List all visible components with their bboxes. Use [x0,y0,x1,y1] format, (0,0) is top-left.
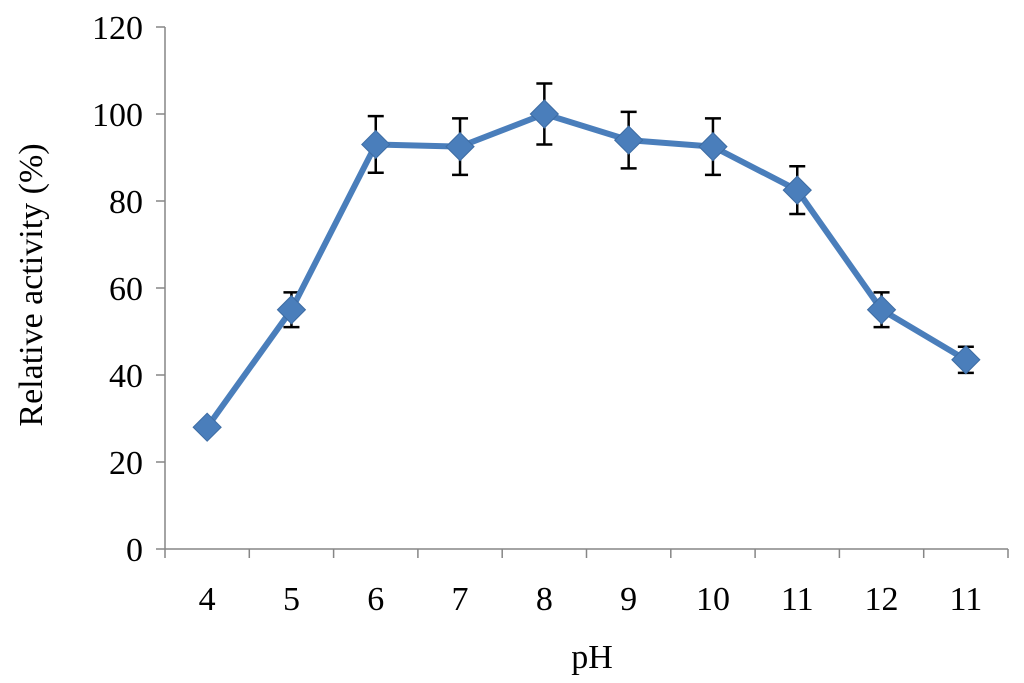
x-axis-title: pH [571,639,613,676]
data-point [866,295,897,325]
x-tick-label: 7 [452,581,469,618]
x-tick-label: 8 [536,581,553,618]
y-tick-label: 100 [92,97,143,134]
y-tick-label: 0 [126,532,143,569]
series-line [204,111,968,429]
series-polyline [204,111,968,429]
x-tick-label: 10 [696,581,730,618]
x-tick-label: 11 [781,581,814,618]
data-point [698,131,728,162]
x-tick-label: 11 [949,581,982,618]
data-point [276,295,307,325]
data-markers [192,99,981,442]
x-tick-label: 6 [367,581,384,618]
x-tick-label: 12 [865,581,899,618]
data-point [782,175,812,205]
axes [164,27,1008,550]
data-point [445,131,475,162]
x-axis-ticks: 4 5 6 7 8 9 10 11 12 11 [164,549,1009,618]
y-tick-label: 60 [109,271,143,308]
x-tick-label: 9 [620,581,637,618]
data-point [361,129,391,160]
y-tick-label: 40 [109,358,143,395]
data-point [529,99,560,129]
y-axis-ticks: 0 20 40 60 80 100 120 [92,10,165,569]
data-point [613,125,644,155]
y-tick-label: 80 [109,184,143,221]
data-point [192,412,222,442]
y-axis-title: Relative activity (%) [13,143,50,426]
y-tick-label: 20 [109,445,143,482]
x-tick-label: 4 [199,581,216,618]
y-tick-label: 120 [92,10,143,47]
x-tick-label: 5 [283,581,300,618]
data-point [951,345,981,375]
